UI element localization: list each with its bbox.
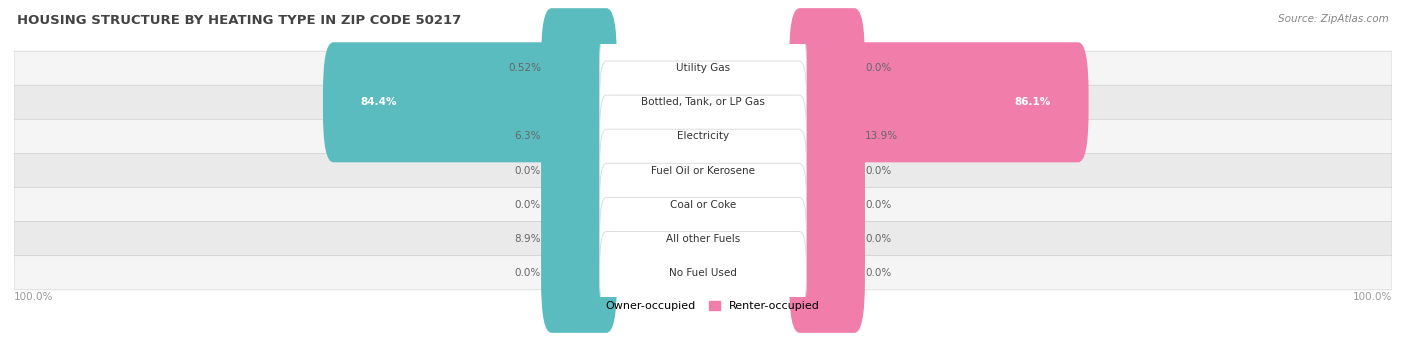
FancyBboxPatch shape (14, 256, 1392, 290)
Text: 0.0%: 0.0% (515, 165, 541, 176)
Text: 100.0%: 100.0% (1353, 292, 1392, 302)
FancyBboxPatch shape (14, 51, 1392, 85)
FancyBboxPatch shape (14, 153, 1392, 188)
Text: 0.52%: 0.52% (508, 63, 541, 73)
Text: 0.0%: 0.0% (865, 199, 891, 210)
FancyBboxPatch shape (541, 110, 617, 231)
Text: 0.0%: 0.0% (865, 268, 891, 278)
Text: Utility Gas: Utility Gas (676, 63, 730, 73)
Text: Bottled, Tank, or LP Gas: Bottled, Tank, or LP Gas (641, 97, 765, 107)
Text: All other Fuels: All other Fuels (666, 234, 740, 244)
FancyBboxPatch shape (599, 129, 807, 212)
Text: 0.0%: 0.0% (515, 199, 541, 210)
Text: 0.0%: 0.0% (865, 165, 891, 176)
Text: No Fuel Used: No Fuel Used (669, 268, 737, 278)
FancyBboxPatch shape (541, 179, 617, 299)
FancyBboxPatch shape (541, 76, 617, 196)
FancyBboxPatch shape (789, 8, 865, 128)
FancyBboxPatch shape (599, 232, 807, 314)
FancyBboxPatch shape (323, 42, 617, 162)
FancyBboxPatch shape (14, 119, 1392, 153)
FancyBboxPatch shape (599, 61, 807, 144)
Text: 0.0%: 0.0% (515, 268, 541, 278)
FancyBboxPatch shape (541, 213, 617, 333)
FancyBboxPatch shape (789, 213, 865, 333)
Text: 6.3%: 6.3% (515, 131, 541, 142)
FancyBboxPatch shape (14, 188, 1392, 222)
Text: HOUSING STRUCTURE BY HEATING TYPE IN ZIP CODE 50217: HOUSING STRUCTURE BY HEATING TYPE IN ZIP… (17, 14, 461, 27)
FancyBboxPatch shape (789, 76, 865, 196)
FancyBboxPatch shape (599, 27, 807, 109)
Text: 100.0%: 100.0% (14, 292, 53, 302)
Legend: Owner-occupied, Renter-occupied: Owner-occupied, Renter-occupied (586, 301, 820, 311)
FancyBboxPatch shape (789, 42, 1088, 162)
Text: 84.4%: 84.4% (361, 97, 398, 107)
Text: Coal or Coke: Coal or Coke (669, 199, 737, 210)
Text: 13.9%: 13.9% (865, 131, 898, 142)
Text: 86.1%: 86.1% (1015, 97, 1050, 107)
FancyBboxPatch shape (599, 197, 807, 280)
Text: Source: ZipAtlas.com: Source: ZipAtlas.com (1278, 14, 1389, 24)
FancyBboxPatch shape (14, 222, 1392, 256)
FancyBboxPatch shape (789, 110, 865, 231)
FancyBboxPatch shape (599, 163, 807, 246)
Text: 0.0%: 0.0% (865, 234, 891, 244)
Text: 8.9%: 8.9% (515, 234, 541, 244)
FancyBboxPatch shape (541, 145, 617, 265)
FancyBboxPatch shape (599, 95, 807, 178)
Text: Electricity: Electricity (676, 131, 730, 142)
Text: Fuel Oil or Kerosene: Fuel Oil or Kerosene (651, 165, 755, 176)
FancyBboxPatch shape (14, 85, 1392, 119)
FancyBboxPatch shape (789, 179, 865, 299)
FancyBboxPatch shape (541, 8, 617, 128)
Text: 0.0%: 0.0% (865, 63, 891, 73)
FancyBboxPatch shape (789, 145, 865, 265)
